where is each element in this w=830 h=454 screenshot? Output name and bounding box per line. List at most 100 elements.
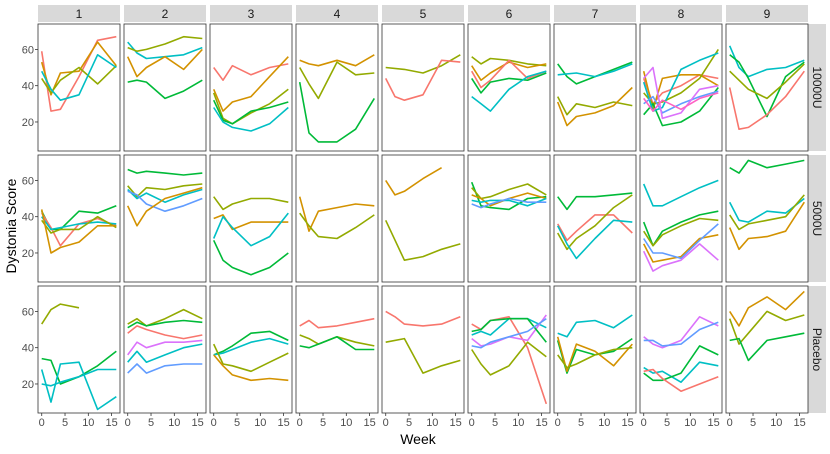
x-tick-label: 0 xyxy=(641,417,647,429)
series-line xyxy=(728,197,805,223)
series-line xyxy=(643,345,719,382)
series-line xyxy=(471,183,547,200)
x-tick-label: 10 xyxy=(684,417,696,429)
column-strip-label: 9 xyxy=(764,7,771,21)
x-tick-label: 0 xyxy=(469,417,475,429)
series-line xyxy=(471,197,547,209)
x-tick-label: 15 xyxy=(535,417,547,429)
x-tick-label: 10 xyxy=(254,417,266,429)
series-line xyxy=(298,81,375,143)
series-line xyxy=(471,59,547,89)
facet-panel-10000u-4 xyxy=(295,23,379,152)
series-line xyxy=(127,319,203,329)
column-strip-label: 2 xyxy=(162,7,169,21)
series-line xyxy=(41,350,117,385)
facet-panel-10000u-3 xyxy=(209,23,293,152)
panel-frame xyxy=(467,154,551,283)
series-line xyxy=(471,61,547,81)
x-tick-label: 0 xyxy=(39,417,45,429)
facet-panel-5000u-7 xyxy=(553,154,637,283)
series-line xyxy=(642,52,719,112)
y-tick-label: 60 xyxy=(22,306,34,318)
facet-panel-10000u-1 xyxy=(37,23,121,152)
panel-frame xyxy=(725,23,809,152)
series-line xyxy=(126,48,203,78)
series-line xyxy=(643,368,719,393)
facet-panel-10000u-2 xyxy=(123,23,207,152)
x-tick-label: 0 xyxy=(297,417,303,429)
series-line xyxy=(213,354,289,382)
facet-panel-placebo-4 xyxy=(295,285,379,414)
series-line xyxy=(471,318,547,349)
panel-frame xyxy=(295,154,379,283)
y-tick-label: 40 xyxy=(22,212,34,224)
x-tick-label: 5 xyxy=(578,417,584,429)
facet-panel-placebo-5 xyxy=(381,285,465,414)
x-tick-label: 10 xyxy=(340,417,352,429)
column-strip xyxy=(124,5,206,22)
facet-panel-5000u-6 xyxy=(467,154,551,283)
series-line xyxy=(127,343,203,364)
series-line xyxy=(642,243,719,272)
series-line xyxy=(385,54,461,74)
series-line xyxy=(212,212,289,247)
series-line xyxy=(127,363,203,374)
x-tick-label: 0 xyxy=(555,417,561,429)
series-line xyxy=(127,35,203,53)
panel-frame xyxy=(553,154,637,283)
series-line xyxy=(471,341,547,376)
facet-panel-10000u-8 xyxy=(639,23,723,152)
facet-panel-5000u-3 xyxy=(209,154,293,283)
series-line xyxy=(556,219,633,260)
series-line xyxy=(127,308,203,327)
facet-panel-placebo-9 xyxy=(725,285,809,414)
series-line xyxy=(643,315,719,349)
series-line xyxy=(213,214,289,231)
series-line xyxy=(471,72,547,94)
y-tick-label: 60 xyxy=(22,175,34,187)
facet-panel-10000u-7 xyxy=(553,23,637,152)
x-tick-label: 15 xyxy=(191,417,203,429)
panel-frame xyxy=(209,23,293,152)
series-line xyxy=(643,90,719,114)
column-strip-label: 6 xyxy=(506,7,513,21)
series-line xyxy=(384,219,461,262)
facet-panel-placebo-7 xyxy=(553,285,637,414)
series-line xyxy=(213,63,289,81)
panel-frame xyxy=(123,23,207,152)
series-line xyxy=(729,290,805,327)
y-tick-label: 20 xyxy=(22,248,34,260)
column-strip xyxy=(210,5,292,22)
facet-panel-5000u-5 xyxy=(381,154,465,283)
series-line xyxy=(471,192,547,207)
x-tick-label: 15 xyxy=(707,417,719,429)
series-line xyxy=(729,63,805,100)
series-line xyxy=(40,53,117,101)
x-tick-label: 10 xyxy=(426,417,438,429)
column-strip-label: 4 xyxy=(334,7,341,21)
panel-frame xyxy=(209,285,293,414)
column-strip xyxy=(726,5,808,22)
series-line xyxy=(728,310,805,345)
series-line xyxy=(556,86,633,127)
facet-panel-5000u-9 xyxy=(725,154,809,283)
series-line xyxy=(728,45,805,78)
series-line xyxy=(471,197,547,207)
row-strip-label: Placebo xyxy=(810,328,824,372)
series-line xyxy=(41,215,117,234)
x-tick-label: 5 xyxy=(234,417,240,429)
series-line xyxy=(471,317,547,336)
series-line xyxy=(41,65,117,94)
x-tick-label: 15 xyxy=(363,417,375,429)
series-line xyxy=(40,361,117,411)
series-line xyxy=(643,92,719,112)
facet-panel-5000u-4 xyxy=(295,154,379,283)
facet-panel-placebo-6 xyxy=(467,285,551,414)
series-line xyxy=(728,70,805,130)
x-tick-label: 15 xyxy=(105,417,117,429)
series-line xyxy=(385,167,443,196)
series-line xyxy=(557,314,633,338)
series-line xyxy=(40,35,117,112)
y-tick-label: 20 xyxy=(22,117,34,129)
